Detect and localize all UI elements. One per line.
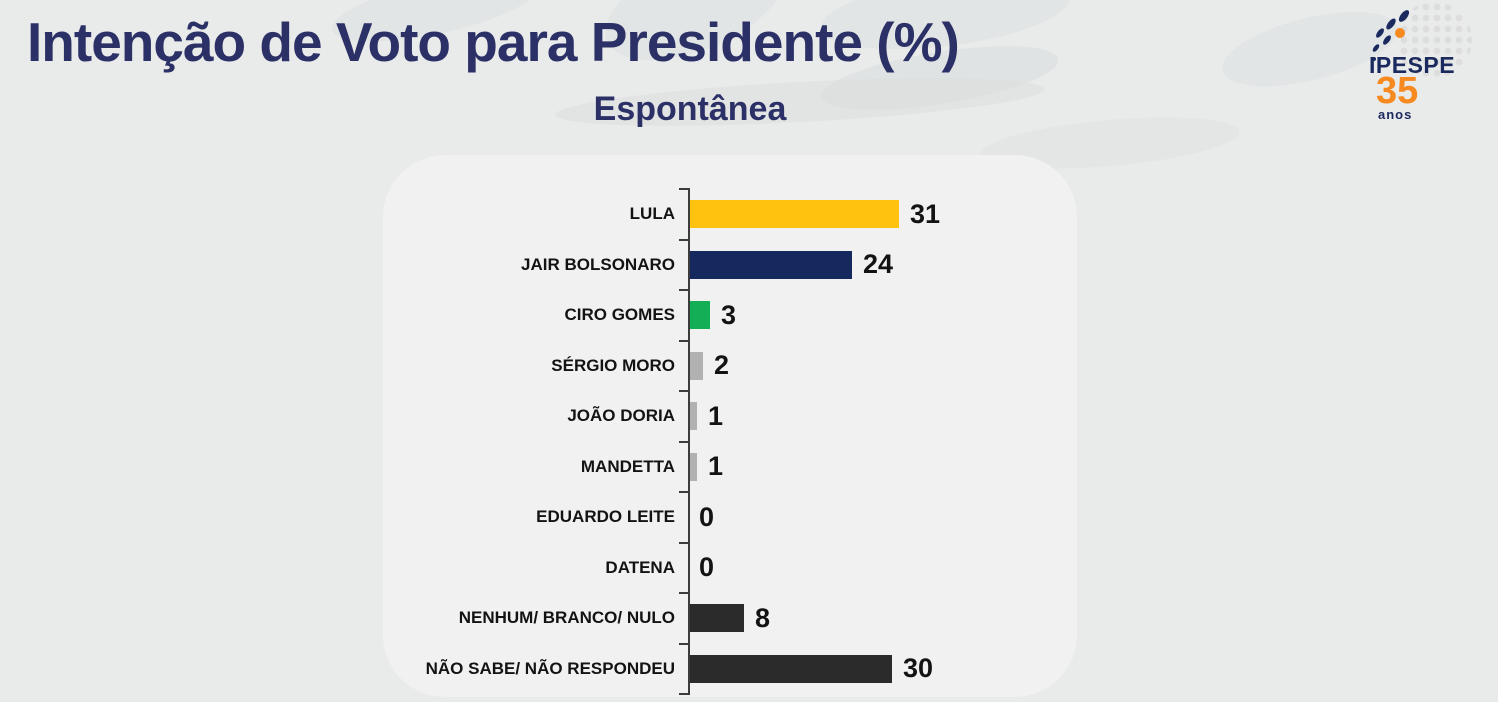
axis-tick (679, 239, 690, 241)
bar (690, 654, 892, 683)
chart-row: NENHUM/ BRANCO/ NULO 8 (383, 593, 1077, 644)
axis-tick (679, 390, 690, 392)
value-label: 30 (903, 653, 934, 684)
chart-row: DATENA 0 (383, 543, 1077, 594)
value-label: 31 (910, 198, 941, 229)
chart-row: JOÃO DORIA 1 (383, 391, 1077, 442)
axis-tick (679, 289, 690, 291)
logo-anos-text: anos (1378, 107, 1413, 122)
bar-area: 24 (688, 240, 893, 291)
page-title: Intenção de Voto para Presidente (%) (27, 11, 960, 73)
logo-years-text: 35 (1376, 70, 1419, 112)
category-label: EDUARDO LEITE (536, 507, 675, 527)
value-label: 24 (863, 249, 894, 280)
category-label: SÉRGIO MORO (551, 355, 675, 375)
value-label: 3 (721, 299, 737, 330)
category-label: JAIR BOLSONARO (521, 254, 675, 274)
chart-row: LULA 31 (383, 189, 1077, 240)
bar-area: 8 (688, 593, 770, 644)
bar-area: 31 (688, 189, 940, 240)
category-label: JOÃO DORIA (567, 406, 675, 426)
value-label: 2 (714, 350, 730, 381)
bar-area: 0 (688, 492, 714, 543)
bar (690, 301, 710, 330)
bar-area: 2 (688, 341, 729, 392)
axis-tick (679, 643, 690, 645)
ipespe-logo: IPESPE 35 anos (1366, 2, 1476, 127)
chart-row: EDUARDO LEITE 0 (383, 492, 1077, 543)
bar (690, 402, 697, 431)
category-label: CIRO GOMES (564, 305, 675, 325)
page-subtitle: Espontânea (593, 90, 787, 128)
category-label: NÃO SABE/ NÃO RESPONDEU (425, 658, 675, 678)
category-label: NENHUM/ BRANCO/ NULO (458, 608, 675, 628)
bar-area: 1 (688, 442, 723, 493)
bar-area: 3 (688, 290, 736, 341)
chart-row: NÃO SABE/ NÃO RESPONDEU 30 (383, 644, 1077, 695)
axis-tick (679, 188, 690, 190)
value-label: 0 (699, 552, 715, 583)
axis-tick (679, 693, 690, 695)
category-label: MANDETTA (580, 456, 675, 476)
axis-tick (679, 491, 690, 493)
chart-row: MANDETTA 1 (383, 442, 1077, 493)
chart-panel: LULA 31 JAIR BOLSONARO 24 CIRO GOMES 3 SÉRGIO … (383, 155, 1077, 697)
bar (690, 604, 744, 633)
axis-tick (679, 542, 690, 544)
chart-row: CIRO GOMES 3 (383, 290, 1077, 341)
ipespe-globe-icon (1372, 2, 1472, 78)
axis-tick (679, 592, 690, 594)
axis-tick (679, 441, 690, 443)
bar (690, 200, 899, 229)
value-label: 8 (755, 602, 771, 633)
logo-name-text: IPESPE (1369, 52, 1456, 78)
category-label: LULA (629, 204, 675, 224)
chart-rows: LULA 31 JAIR BOLSONARO 24 CIRO GOMES 3 SÉRGIO … (383, 189, 1077, 694)
chart-row: JAIR BOLSONARO 24 (383, 240, 1077, 291)
bar (690, 452, 697, 481)
value-label: 0 (699, 501, 715, 532)
bar-area: 30 (688, 644, 933, 695)
bar (690, 351, 703, 380)
bar (690, 250, 852, 279)
axis-tick (679, 340, 690, 342)
value-label: 1 (708, 400, 724, 431)
bar-chart: LULA 31 JAIR BOLSONARO 24 CIRO GOMES 3 SÉRGIO … (383, 188, 1077, 695)
bar-area: 1 (688, 391, 723, 442)
category-label: DATENA (605, 557, 675, 577)
value-label: 1 (708, 451, 724, 482)
chart-row: SÉRGIO MORO 2 (383, 341, 1077, 392)
bar-area: 0 (688, 543, 714, 594)
